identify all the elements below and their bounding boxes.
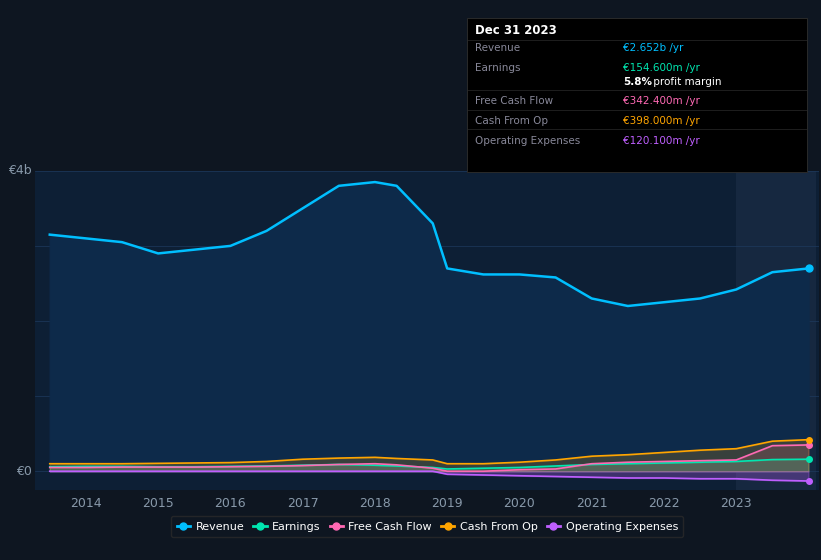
Text: Dec 31 2023: Dec 31 2023 (475, 24, 557, 37)
Text: Earnings: Earnings (475, 63, 521, 73)
Text: Cash From Op: Cash From Op (475, 116, 548, 126)
Text: Operating Expenses: Operating Expenses (475, 136, 580, 146)
Text: 5.8%: 5.8% (623, 77, 652, 87)
Text: profit margin: profit margin (650, 77, 722, 87)
Text: Free Cash Flow: Free Cash Flow (475, 96, 553, 106)
Text: €398.000m /yr: €398.000m /yr (623, 116, 699, 126)
Text: €120.100m /yr: €120.100m /yr (623, 136, 699, 146)
Bar (736, 171, 816, 490)
Text: €0: €0 (16, 465, 32, 478)
Text: €4b: €4b (8, 164, 32, 178)
Text: €2.652b /yr: €2.652b /yr (623, 43, 684, 53)
Text: €154.600m /yr: €154.600m /yr (623, 63, 700, 73)
Legend: Revenue, Earnings, Free Cash Flow, Cash From Op, Operating Expenses: Revenue, Earnings, Free Cash Flow, Cash … (172, 516, 683, 537)
Text: Revenue: Revenue (475, 43, 521, 53)
Text: €342.400m /yr: €342.400m /yr (623, 96, 700, 106)
